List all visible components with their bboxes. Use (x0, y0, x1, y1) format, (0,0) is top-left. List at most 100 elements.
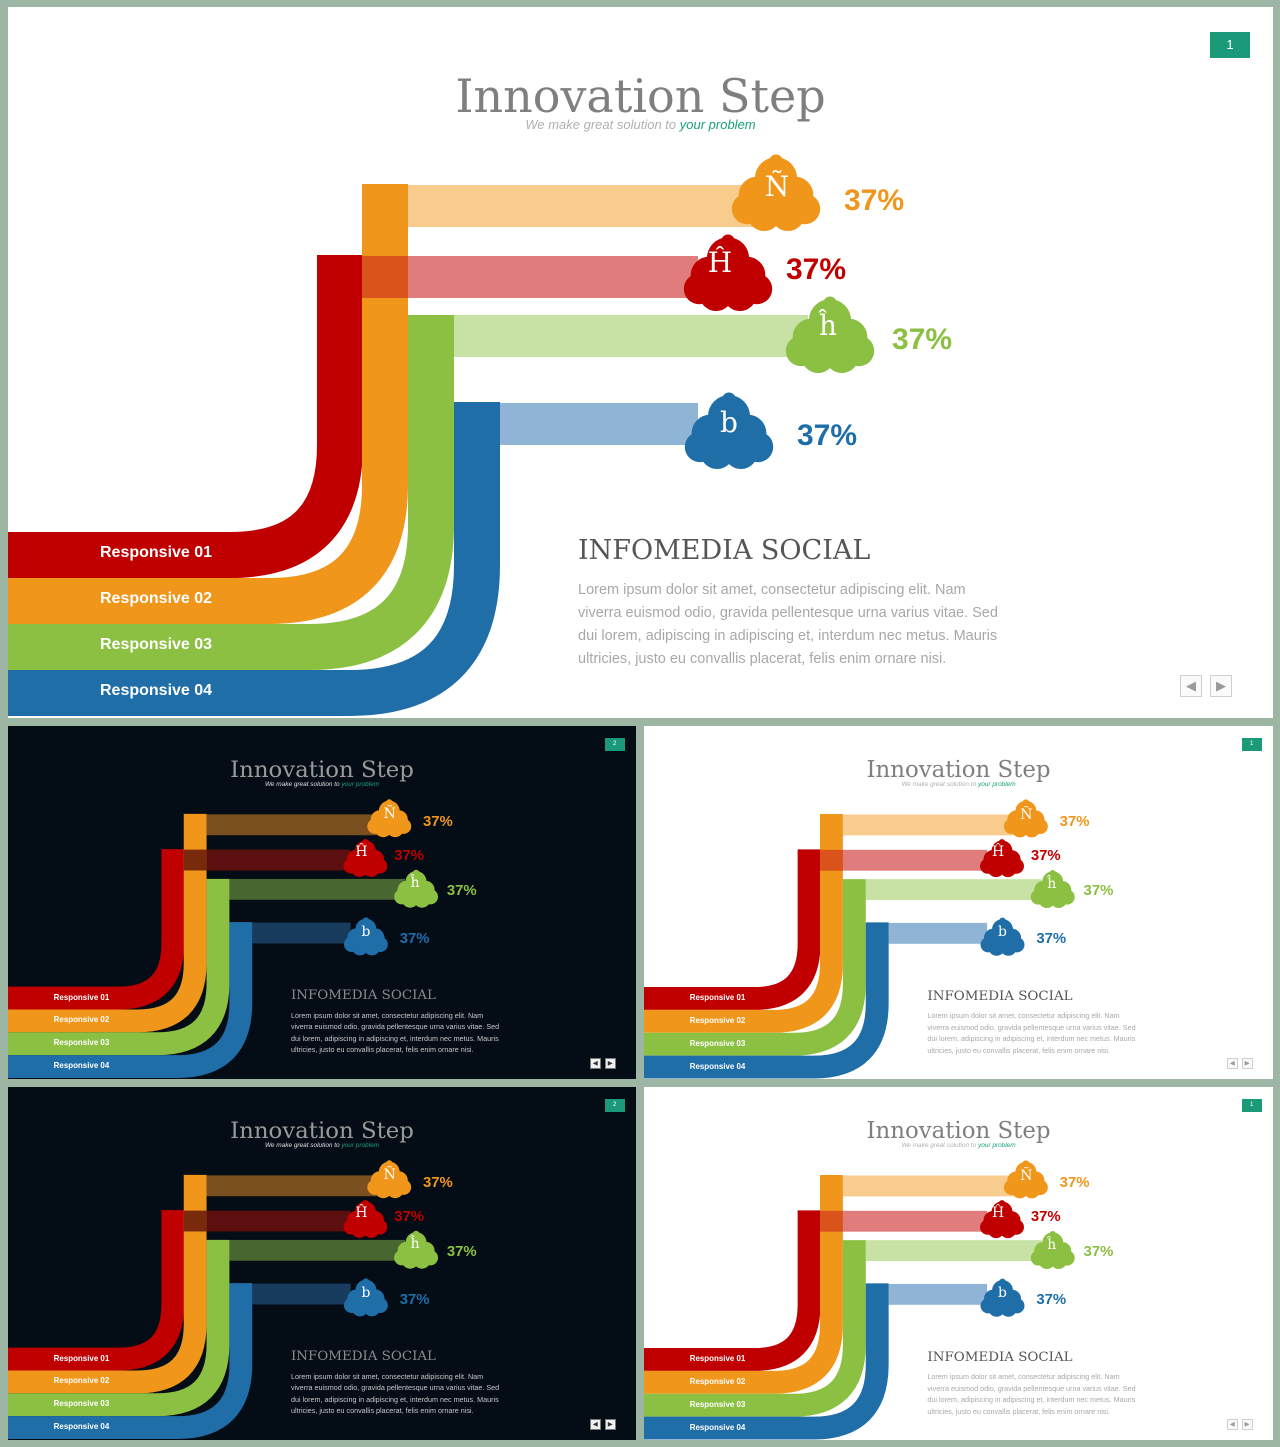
body-paragraph: Lorem ipsum dolor sit amet, consectetur … (927, 1011, 1136, 1055)
page-number-badge[interactable]: 1 (1241, 738, 1262, 752)
cloud-glyph-icon: Ñ (383, 1167, 396, 1184)
band-label-3: Responsive 03 (689, 1038, 746, 1048)
cloud-icon (343, 917, 388, 956)
band-stat-3: 37% (1083, 883, 1114, 900)
prev-slide-button[interactable]: ◀ (1226, 1419, 1238, 1431)
band-stat-3: 37% (1083, 1244, 1114, 1261)
band-3 (8, 315, 454, 670)
band-arm-4 (888, 1283, 988, 1305)
cloud-glyph-icon: b (361, 923, 371, 940)
prev-slide-button[interactable]: ◀ (1226, 1058, 1238, 1070)
cloud-glyph-icon: b (998, 1284, 1007, 1301)
band-diagram (8, 799, 439, 1078)
band-diagram (644, 1160, 1075, 1440)
band-label-2: Responsive 02 (689, 1376, 746, 1386)
section-heading: INFOMEDIA SOCIAL (290, 988, 436, 1004)
cloud-glyph-icon: b (361, 1284, 371, 1301)
next-slide-button[interactable]: ▶ (604, 1418, 616, 1430)
body-paragraph: Lorem ipsum dolor sit amet, consectetur … (290, 1010, 500, 1055)
band-label-3: Responsive 03 (53, 1399, 110, 1409)
next-slide-button[interactable]: ▶ (1241, 1419, 1253, 1431)
band-3 (8, 1239, 230, 1417)
band-diagram (8, 154, 875, 716)
page-number-badge[interactable]: 2 (604, 738, 625, 752)
cloud-glyph-icon: ĥ (818, 309, 838, 342)
band-stat-2: 37% (423, 1174, 453, 1191)
band-4 (8, 1283, 253, 1439)
prev-slide-button[interactable]: ◀ (589, 1418, 601, 1430)
band-label-4: Responsive 04 (689, 1061, 746, 1071)
band-stat-2: 37% (423, 813, 453, 830)
band-label-1: Responsive 01 (689, 993, 746, 1002)
cloud-glyph-icon: ĥ (1047, 1236, 1057, 1253)
page-number-badge[interactable]: 1 (1241, 1099, 1262, 1113)
band-arm-4 (252, 922, 351, 944)
prev-slide-button[interactable]: ◀ (589, 1057, 601, 1069)
band-2 (644, 1175, 843, 1394)
band-label-1: Responsive 01 (689, 1354, 746, 1363)
next-slide-button[interactable]: ▶ (604, 1057, 616, 1069)
section-heading: INFOMEDIA SOCIAL (927, 988, 1073, 1004)
band-stat-4: 37% (399, 930, 430, 947)
slide-thumb-light-1[interactable]: Innovation Step We make great solution to… (644, 726, 1273, 1079)
band-arm-4 (500, 403, 698, 445)
subtitle-highlight: your problem (977, 1141, 1016, 1149)
band-label-1: Responsive 01 (53, 1353, 110, 1363)
band-stat-2: 37% (1059, 814, 1090, 830)
slide-thumb-dark-1[interactable]: Innovation Step We make great solution to… (8, 726, 636, 1079)
band-label-2: Responsive 02 (53, 1015, 110, 1025)
next-slide-button[interactable]: ▶ (1210, 675, 1232, 697)
cloud-glyph-icon: b (998, 923, 1007, 940)
band-label-3: Responsive 03 (100, 636, 213, 653)
band-arm-2 (206, 814, 386, 836)
next-slide-button[interactable]: ▶ (1241, 1058, 1253, 1070)
band-4 (8, 922, 253, 1078)
cloud-glyph-icon: Ĥ (355, 844, 368, 861)
page-number-badge[interactable]: 2 (604, 1099, 625, 1113)
cloud-glyph-icon: Ñ (764, 170, 790, 203)
cloud-icon (367, 799, 412, 838)
subtitle-highlight: your problem (341, 780, 380, 788)
band-2 (644, 814, 843, 1033)
cloud-icon (367, 1160, 412, 1199)
slide-subtitle: We make great solution to your problem (8, 781, 636, 788)
slide-subtitle: We make great solution to your problem (644, 781, 1273, 788)
band-stat-1: 37% (786, 253, 847, 286)
cloud-icon (394, 869, 439, 908)
band-stat-4: 37% (797, 419, 858, 452)
prev-slide-button[interactable]: ◀ (1180, 675, 1202, 697)
band-stat-2: 37% (844, 184, 905, 217)
cloud-icon (343, 838, 388, 877)
slide-thumb-dark-2[interactable]: Innovation Step We make great solution to… (8, 1087, 636, 1440)
band-label-4: Responsive 04 (100, 682, 213, 699)
band-arm-1 (820, 1210, 988, 1232)
band-label-2: Responsive 02 (53, 1376, 110, 1386)
cloud-glyph-icon: ĥ (410, 1236, 420, 1253)
section-heading: INFOMEDIA SOCIAL (927, 1349, 1073, 1365)
cloud-glyph-icon: Ñ (1020, 806, 1033, 823)
band-stat-3: 37% (892, 323, 953, 356)
cloud-glyph-icon: Ĥ (991, 1205, 1005, 1222)
band-arm-3 (229, 1239, 406, 1261)
cloud-icon (1030, 1230, 1075, 1269)
cloud-icon (343, 1278, 388, 1317)
main-slide[interactable]: Innovation Step We make great solution to… (8, 7, 1273, 718)
slide-title: Innovation Step (455, 69, 826, 123)
slide-title: Innovation Step (230, 756, 414, 783)
band-3 (8, 878, 230, 1056)
slide-thumb-light-2[interactable]: Innovation Step We make great solution to… (644, 1087, 1273, 1440)
subtitle-main: We make great solution to (901, 780, 977, 788)
band-arm-3 (454, 315, 808, 357)
band-stat-2: 37% (1059, 1175, 1090, 1191)
band-1 (644, 1210, 821, 1371)
body-paragraph: Lorem ipsum dolor sit amet, consectetur … (290, 1371, 500, 1416)
subtitle-highlight: your problem (341, 1141, 380, 1149)
band-stat-1: 37% (394, 1209, 424, 1226)
band-diagram (644, 799, 1075, 1079)
cloud-glyph-icon: Ñ (1020, 1167, 1033, 1184)
band-arm-4 (252, 1283, 351, 1305)
subtitle-main: We make great solution to (264, 1141, 340, 1149)
band-arm-3 (865, 879, 1042, 901)
page-number-badge[interactable]: 1 (1210, 32, 1250, 58)
band-arm-2 (206, 1175, 386, 1197)
